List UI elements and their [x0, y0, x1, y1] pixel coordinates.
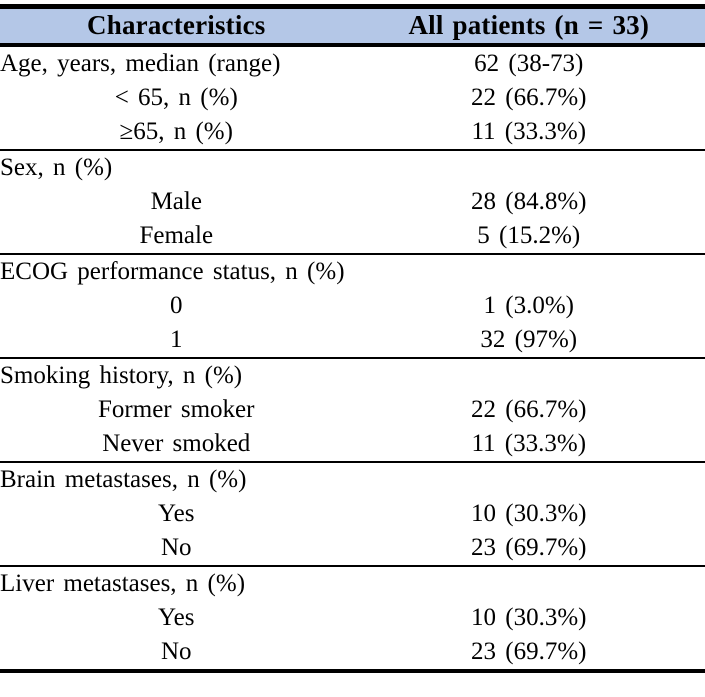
row-value: 28 (84.8%) — [471, 187, 587, 215]
row-label: < 65, n (%) — [114, 83, 238, 111]
table-row: No 23 (69.7%) — [0, 635, 705, 671]
row-label: 0 — [170, 291, 183, 319]
table-row: Female 5 (15.2%) — [0, 219, 705, 254]
row-value: 11 (33.3%) — [471, 429, 587, 457]
table-row: Never smoked 11 (33.3%) — [0, 427, 705, 462]
table-row: ECOG performance status, n (%) — [0, 254, 705, 289]
table-header: Characteristics All patients (n = 33) — [0, 4, 705, 47]
row-value: 23 (69.7%) — [471, 533, 587, 561]
row-label: ≥65, n (%) — [119, 117, 233, 145]
row-value: 22 (66.7%) — [471, 395, 587, 423]
row-value: 32 (97%) — [480, 325, 578, 353]
row-label: Yes — [158, 499, 195, 527]
row-value: 10 (30.3%) — [471, 499, 587, 527]
row-label: Male — [150, 187, 202, 215]
table-row: Former smoker 22 (66.7%) — [0, 393, 705, 427]
table-header-row: Characteristics All patients (n = 33) — [0, 4, 705, 47]
row-value: 10 (30.3%) — [471, 603, 587, 631]
row-label: Age, years, median (range) — [0, 49, 281, 77]
section-brain-metastases: Brain metastases, n (%) Yes 10 (30.3%) N… — [0, 461, 705, 566]
table-row: Male 28 (84.8%) — [0, 185, 705, 219]
row-label: Sex, n (%) — [0, 153, 113, 181]
table-row: ≥65, n (%) 11 (33.3%) — [0, 115, 705, 150]
table-row: Age, years, median (range) 62 (38-73) — [0, 45, 705, 81]
row-label: Smoking history, n (%) — [0, 361, 243, 389]
section-sex: Sex, n (%) Male 28 (84.8%) Female 5 (15.… — [0, 149, 705, 254]
row-label: Female — [139, 221, 214, 249]
row-value: 22 (66.7%) — [471, 83, 587, 111]
row-label: Liver metastases, n (%) — [0, 569, 246, 597]
section-age: Age, years, median (range) 62 (38-73) < … — [0, 45, 705, 150]
row-label: Yes — [158, 603, 195, 631]
section-ecog: ECOG performance status, n (%) 0 1 (3.0%… — [0, 253, 705, 358]
table-row: 1 32 (97%) — [0, 323, 705, 358]
row-value — [353, 462, 705, 497]
row-value — [353, 254, 705, 289]
section-liver-metastases: Liver metastases, n (%) Yes 10 (30.3%) N… — [0, 565, 705, 671]
row-value: 1 (3.0%) — [483, 291, 574, 319]
table-row: Sex, n (%) — [0, 150, 705, 185]
row-value — [353, 566, 705, 601]
table-row: No 23 (69.7%) — [0, 531, 705, 566]
row-value: 23 (69.7%) — [471, 637, 587, 665]
section-smoking: Smoking history, n (%) Former smoker 22 … — [0, 357, 705, 462]
row-value — [353, 358, 705, 393]
row-value: 62 (38-73) — [474, 49, 584, 77]
table-row: Yes 10 (30.3%) — [0, 497, 705, 531]
table-container: Characteristics All patients (n = 33) Ag… — [0, 4, 705, 673]
table-row: < 65, n (%) 22 (66.7%) — [0, 81, 705, 115]
table-row: Smoking history, n (%) — [0, 358, 705, 393]
header-cell-characteristics: Characteristics — [0, 4, 353, 47]
table-row: 0 1 (3.0%) — [0, 289, 705, 323]
row-label: Former smoker — [98, 395, 255, 423]
row-value: 11 (33.3%) — [471, 117, 587, 145]
table-row: Liver metastases, n (%) — [0, 566, 705, 601]
row-label: No — [160, 637, 192, 665]
row-label: 1 — [170, 325, 183, 353]
row-label: ECOG performance status, n (%) — [0, 257, 345, 285]
header-cell-all-patients: All patients (n = 33) — [352, 4, 705, 47]
table-row: Yes 10 (30.3%) — [0, 601, 705, 635]
row-label: No — [160, 533, 192, 561]
row-value — [353, 150, 705, 185]
row-label: Never smoked — [102, 429, 251, 457]
row-label: Brain metastases, n (%) — [0, 465, 247, 493]
table-row: Brain metastases, n (%) — [0, 462, 705, 497]
patient-characteristics-table: Characteristics All patients (n = 33) Ag… — [0, 4, 705, 673]
row-value: 5 (15.2%) — [477, 221, 581, 249]
